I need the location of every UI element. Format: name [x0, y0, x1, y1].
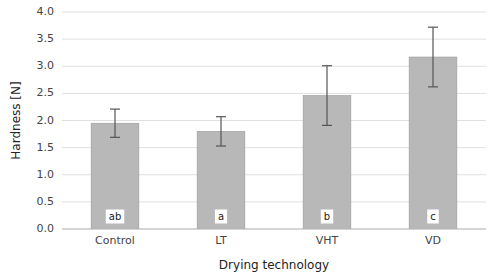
- y-tick-label: 0.0: [37, 222, 55, 235]
- grid-line: [62, 12, 486, 13]
- error-bar-stem: [326, 66, 327, 126]
- x-tick-label: VD: [425, 234, 441, 247]
- annotation-box: [106, 210, 124, 224]
- y-ticks: 0.0 0.5 1.0 1.5 2.0 2.5 3.0 3.5 4.0: [37, 5, 55, 235]
- annotation: ab: [109, 211, 121, 222]
- y-tick-label: 3.0: [37, 59, 55, 72]
- error-bar-stem: [432, 27, 433, 87]
- x-ticks: Control LT VHT VD: [95, 234, 441, 247]
- annotations: ababc: [106, 210, 439, 224]
- annotation-box: [215, 210, 227, 224]
- error-bar-cap: [322, 65, 332, 66]
- x-tick-label: VHT: [316, 234, 339, 247]
- error-bar-stem: [220, 117, 221, 146]
- x-axis-label: Drying technology: [219, 258, 329, 272]
- grid-line: [62, 39, 486, 40]
- error-bar-cap: [428, 86, 438, 87]
- bar: [91, 123, 139, 229]
- error-bars: [110, 27, 438, 146]
- grid-line: [62, 229, 486, 230]
- annotation-box: [427, 210, 439, 224]
- error-bar-cap: [428, 27, 438, 28]
- error-bar: [110, 109, 120, 137]
- y-tick-label: 2.0: [37, 114, 55, 127]
- y-tick-label: 2.5: [37, 86, 55, 99]
- error-bar-cap: [110, 137, 120, 138]
- error-bar-cap: [216, 116, 226, 117]
- grid: [62, 12, 486, 229]
- bar: [197, 131, 245, 229]
- x-tick-label: LT: [215, 234, 227, 247]
- chart: 0.00.51.01.52.02.53.03.54.0ababcControlL…: [0, 0, 500, 277]
- annotation: b: [324, 211, 330, 222]
- error-bar-stem: [114, 109, 115, 137]
- annotation: c: [430, 211, 436, 222]
- error-bar: [216, 117, 226, 146]
- y-tick-label: 1.0: [37, 168, 55, 181]
- y-tick-label: 1.5: [37, 141, 55, 154]
- x-axis-line: [62, 229, 486, 230]
- y-axis-label: Hardness [N]: [9, 81, 23, 159]
- error-bar: [428, 27, 438, 87]
- bars: [91, 57, 457, 229]
- y-tick-label: 0.5: [37, 195, 55, 208]
- x-tick-label: Control: [95, 234, 135, 247]
- y-tick-label: 3.5: [37, 32, 55, 45]
- error-bar-cap: [322, 125, 332, 126]
- error-bar-cap: [110, 109, 120, 110]
- annotation: a: [218, 211, 224, 222]
- y-tick-label: 4.0: [37, 5, 55, 18]
- error-bar: [322, 66, 332, 126]
- error-bar-cap: [216, 145, 226, 146]
- annotation-box: [321, 210, 333, 224]
